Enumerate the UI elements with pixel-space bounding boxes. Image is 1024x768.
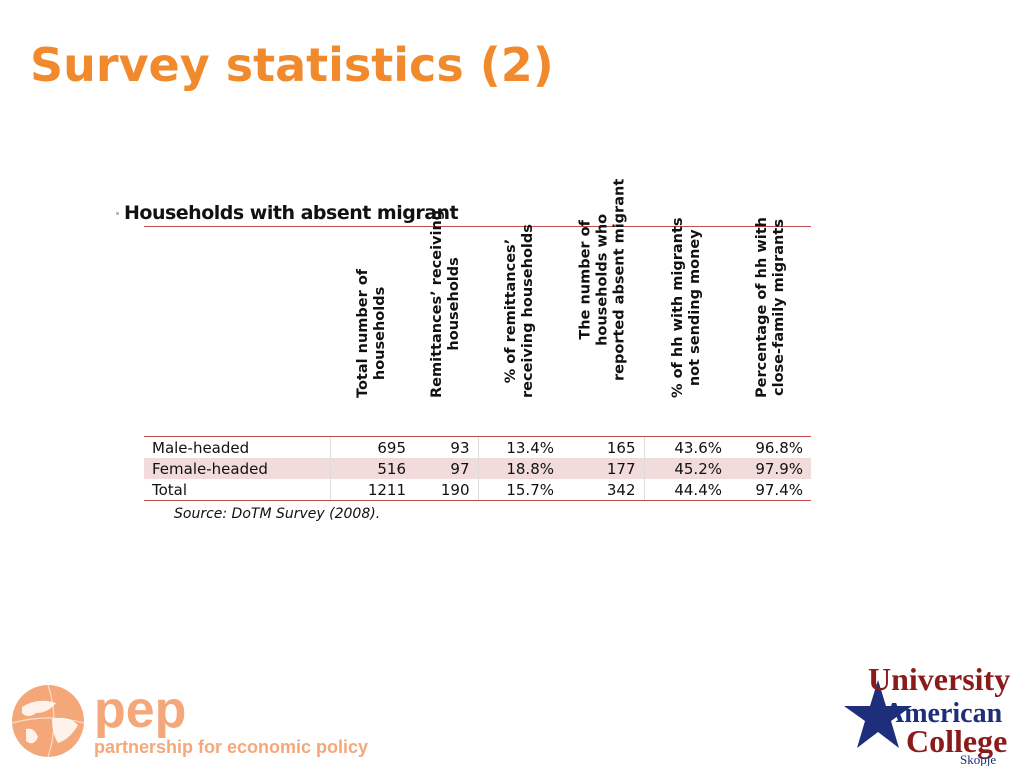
column-header-line: close-family migrants bbox=[770, 219, 787, 396]
column-header-line: households bbox=[372, 286, 388, 381]
column-header-line: not sending money bbox=[687, 229, 703, 387]
header-pct-remittance-receiving: % of remittances’ receiving households bbox=[478, 224, 562, 437]
column-header-line: receiving households bbox=[520, 224, 536, 398]
column-header-label: Remittances’ receiving households bbox=[429, 210, 463, 398]
column-header-line: % of hh with migrants bbox=[670, 217, 686, 398]
row-label: Male-headed bbox=[144, 436, 330, 458]
column-header-label: % of remittances’ receiving households bbox=[503, 224, 537, 398]
column-header-line: The number of bbox=[577, 220, 594, 340]
globe-icon bbox=[11, 684, 85, 758]
row-label: Total bbox=[144, 479, 330, 501]
header-blank bbox=[144, 226, 330, 437]
cell: 43.6% bbox=[643, 436, 730, 458]
uac-college: College bbox=[906, 723, 1007, 759]
column-header-label: % of hh with migrants not sending money bbox=[670, 217, 704, 398]
cell: 165 bbox=[562, 436, 644, 458]
cell: 516 bbox=[329, 458, 414, 479]
pep-logo: pep partnership for economic policy bbox=[11, 683, 368, 758]
slide-title: Survey statistics (2) bbox=[30, 38, 554, 92]
column-header-line: reported absent migrant bbox=[611, 178, 628, 381]
data-table-container: Total number of households Remittances’ r… bbox=[144, 179, 811, 501]
table-row-total: Total 1211 190 15.7% 342 44.4% 97.4% bbox=[144, 479, 811, 501]
table-row-female: Female-headed 516 97 18.8% 177 45.2% 97.… bbox=[144, 458, 811, 479]
column-header-line: Percentage of hh with bbox=[753, 217, 770, 398]
column-header-line: Remittances’ receiving bbox=[429, 209, 445, 398]
cell: 93 bbox=[414, 436, 478, 458]
source-note: Source: DoTM Survey (2008). bbox=[174, 506, 381, 522]
pep-wordmark: pep bbox=[94, 683, 186, 739]
cell: 44.4% bbox=[643, 479, 730, 501]
cell: 342 bbox=[562, 479, 644, 501]
uac-logo: University American College Skopje bbox=[844, 661, 1010, 766]
cell: 190 bbox=[414, 479, 478, 501]
table-caption: Households with absent migrant bbox=[124, 202, 459, 224]
cell: 97.9% bbox=[730, 458, 811, 479]
cell: 695 bbox=[329, 436, 414, 458]
header-absent-migrant-count: The number of households who reported abse… bbox=[562, 179, 644, 437]
cell: 45.2% bbox=[643, 458, 730, 479]
header-pct-close-family: Percentage of hh with close-family migran… bbox=[730, 217, 811, 437]
star-icon bbox=[844, 680, 912, 748]
cell: 18.8% bbox=[477, 458, 562, 479]
table-row-male: Male-headed 695 93 13.4% 165 43.6% 96.8% bbox=[144, 436, 811, 458]
pep-tagline: partnership for economic policy bbox=[94, 737, 368, 757]
cell: 97.4% bbox=[730, 479, 811, 501]
header-pct-not-sending: % of hh with migrants not sending money bbox=[644, 217, 730, 437]
header-total-households: Total number of households bbox=[330, 226, 414, 437]
cell: 15.7% bbox=[477, 479, 562, 501]
cell: 97 bbox=[414, 458, 478, 479]
column-header-line: Total number of bbox=[355, 268, 371, 398]
bullet-dot bbox=[116, 212, 119, 215]
column-header-line: households bbox=[446, 257, 462, 351]
header-row: Total number of households Remittances’ r… bbox=[144, 179, 811, 437]
column-header-label: Percentage of hh with close-family migran… bbox=[754, 217, 788, 398]
column-header-label: The number of households who reported abse… bbox=[578, 179, 629, 381]
uac-university: University bbox=[868, 661, 1010, 697]
households-table: Total number of households Remittances’ r… bbox=[144, 179, 811, 501]
uac-american: American bbox=[884, 698, 1003, 729]
row-label: Female-headed bbox=[144, 458, 330, 479]
cell: 13.4% bbox=[477, 436, 562, 458]
column-header-line: % of remittances’ bbox=[503, 238, 519, 384]
cell: 177 bbox=[562, 458, 644, 479]
uac-skopje: Skopje bbox=[960, 752, 996, 766]
cell: 96.8% bbox=[730, 436, 811, 458]
column-header-label: Total number of households bbox=[355, 269, 389, 398]
cell: 1211 bbox=[329, 479, 414, 501]
column-header-line: households who bbox=[594, 213, 611, 346]
header-remittance-receiving: Remittances’ receiving households bbox=[414, 210, 478, 437]
